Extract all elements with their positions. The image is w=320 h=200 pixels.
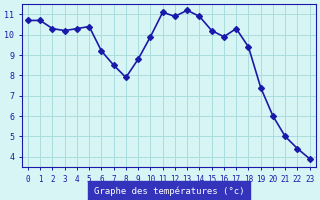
X-axis label: Graphe des températures (°c): Graphe des températures (°c): [93, 186, 244, 196]
